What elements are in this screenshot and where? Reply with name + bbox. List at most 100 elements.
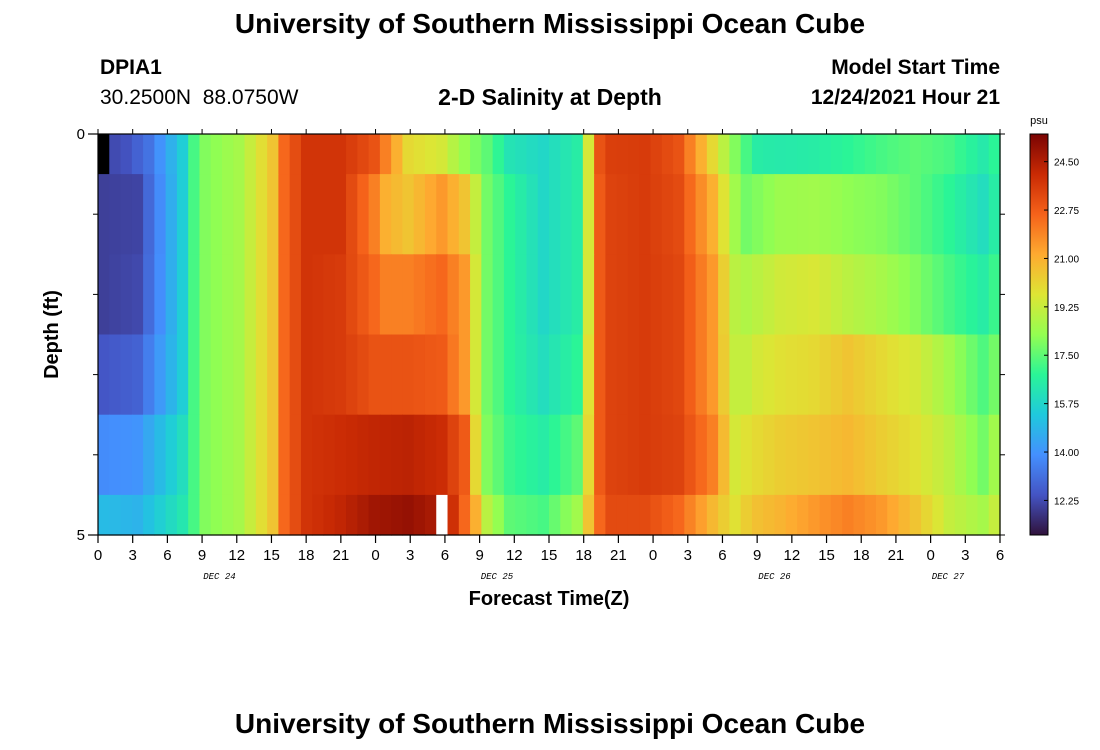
heatmap-cell — [503, 334, 516, 416]
heatmap-cell — [165, 254, 178, 336]
heatmap-cell — [289, 174, 302, 255]
heatmap-cell — [436, 334, 449, 416]
x-tick-label: 0 — [94, 547, 102, 564]
heatmap-cell — [222, 414, 234, 496]
heatmap-cell — [424, 334, 437, 416]
heatmap-cell — [436, 254, 449, 336]
heatmap-cell — [898, 414, 911, 496]
heatmap-cell — [267, 174, 280, 255]
y-tick-label: 5 — [77, 527, 85, 544]
x-tick-label: 6 — [163, 547, 171, 564]
x-tick-label: 21 — [888, 547, 905, 564]
heatmap-cell — [481, 174, 494, 255]
heatmap-cell — [740, 254, 753, 336]
heatmap-cell — [830, 134, 843, 175]
page-title: University of Southern Mississippi Ocean… — [234, 8, 866, 39]
missing-data-cell — [98, 134, 110, 175]
heatmap-cell — [560, 494, 573, 536]
heatmap-cell — [120, 254, 133, 336]
heatmap-cell — [447, 334, 460, 416]
heatmap-cell — [98, 174, 110, 255]
heatmap-cell — [402, 174, 415, 255]
heatmap-cell — [278, 254, 291, 336]
heatmap-cell — [188, 134, 201, 175]
heatmap-cell — [143, 174, 155, 255]
heatmap-cell — [346, 414, 358, 496]
heatmap-cell — [537, 494, 550, 536]
heatmap-cell — [289, 414, 302, 496]
heatmap-cell — [515, 334, 528, 416]
heatmap-cell — [639, 494, 652, 536]
heatmap-cell — [120, 334, 133, 416]
heatmap-cell — [492, 334, 505, 416]
date-label: DEC 26 — [758, 572, 791, 582]
heatmap-cell — [357, 494, 370, 536]
heatmap-cell — [684, 134, 697, 175]
heatmap-cell — [864, 254, 877, 336]
heatmap-cell — [334, 134, 347, 175]
heatmap-cell — [515, 134, 528, 175]
heatmap-cell — [424, 494, 437, 536]
heatmap-cell — [312, 134, 325, 175]
heatmap-cell — [808, 174, 821, 255]
heatmap-cell — [143, 334, 155, 416]
heatmap-cell — [481, 134, 494, 175]
heatmap-cell — [695, 414, 708, 496]
heatmap-cell — [267, 414, 280, 496]
heatmap-cell — [424, 174, 437, 255]
heatmap-cell — [921, 414, 933, 496]
x-tick-label: 0 — [926, 547, 934, 564]
heatmap-cell — [357, 134, 370, 175]
heatmap-cell — [639, 334, 652, 416]
heatmap-cell — [357, 174, 370, 255]
heatmap-cell — [582, 494, 595, 536]
heatmap-cell — [537, 254, 550, 336]
heatmap-cell — [278, 134, 291, 175]
heatmap-cell — [346, 254, 358, 336]
heatmap-cell — [898, 254, 911, 336]
x-tick-label: 18 — [853, 547, 870, 564]
heatmap-cell — [639, 174, 652, 255]
heatmap-cell — [188, 174, 201, 255]
heatmap-cell — [503, 174, 516, 255]
heatmap-cell — [300, 494, 313, 536]
heatmap-cell — [131, 414, 144, 496]
heatmap-cell — [830, 494, 843, 536]
heatmap-cell — [932, 254, 945, 336]
heatmap-cell — [244, 254, 257, 336]
heatmap-cell — [819, 174, 832, 255]
heatmap-cell — [706, 414, 719, 496]
heatmap-cell — [312, 334, 325, 416]
heatmap-cell — [222, 254, 234, 336]
heatmap-cell — [943, 494, 956, 536]
heatmap-cell — [424, 254, 437, 336]
colorbar-tick-label: 21.00 — [1054, 254, 1079, 265]
heatmap-cell — [244, 334, 257, 416]
heatmap-cell — [808, 414, 821, 496]
heatmap-cell — [176, 254, 189, 336]
heatmap-cell — [379, 494, 392, 536]
heatmap-cell — [334, 174, 347, 255]
heatmap-cell — [864, 334, 877, 416]
colorbar-tick-label: 12.25 — [1054, 496, 1079, 507]
heatmap-cell — [98, 494, 110, 536]
heatmap-cell — [346, 334, 358, 416]
x-tick-label: 18 — [298, 547, 315, 564]
heatmap-cell — [785, 334, 798, 416]
heatmap-cell — [650, 174, 663, 255]
heatmap-cell — [334, 414, 347, 496]
heatmap-cell — [582, 254, 595, 336]
heatmap-cell — [740, 134, 753, 175]
heatmap-cell — [774, 174, 787, 255]
heatmap-cell — [346, 134, 358, 175]
heatmap-cell — [210, 494, 223, 536]
heatmap-cell — [503, 134, 516, 175]
colorbar-unit: psu — [1030, 115, 1048, 127]
heatmap-cell — [932, 334, 945, 416]
heatmap-cell — [176, 174, 189, 255]
heatmap-cell — [109, 174, 122, 255]
heatmap-cell — [300, 174, 313, 255]
heatmap-cell — [176, 334, 189, 416]
heatmap-cell — [605, 494, 618, 536]
heatmap-cell — [661, 134, 674, 175]
